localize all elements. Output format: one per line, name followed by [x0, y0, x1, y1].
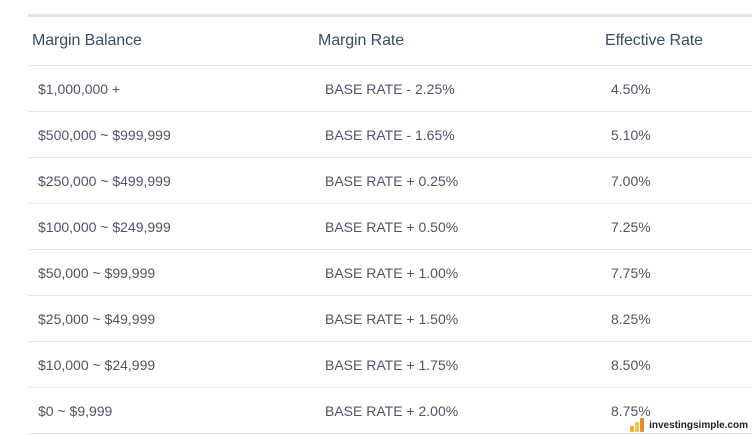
cell-margin-rate: BASE RATE - 2.25%: [325, 80, 455, 97]
cell-margin-balance: $500,000 ~ $999,999: [38, 126, 171, 143]
cell-margin-balance: $25,000 ~ $49,999: [38, 310, 156, 327]
table-row: $250,000 ~ $499,999 BASE RATE + 0.25% 7.…: [28, 158, 752, 204]
cell-effective-rate: 4.50%: [611, 80, 651, 97]
cell-effective-rate: 8.25%: [611, 310, 651, 327]
cell-margin-balance: $1,000,000 +: [38, 80, 121, 97]
cell-effective-rate: 8.50%: [611, 356, 651, 373]
table-row: $50,000 ~ $99,999 BASE RATE + 1.00% 7.75…: [28, 250, 752, 296]
cell-margin-rate: BASE RATE - 1.65%: [325, 126, 455, 143]
table-header-row: Margin Balance Margin Rate Effective Rat…: [28, 17, 752, 66]
cell-effective-rate: 7.25%: [611, 218, 651, 235]
header-margin-rate: Margin Rate: [318, 32, 405, 49]
cell-margin-balance: $250,000 ~ $499,999: [38, 172, 171, 189]
cell-margin-rate: BASE RATE + 1.75%: [325, 356, 459, 373]
cell-margin-rate: BASE RATE + 1.50%: [325, 310, 459, 327]
margin-rate-table: Margin Balance Margin Rate Effective Rat…: [28, 14, 752, 434]
table-row: $10,000 ~ $24,999 BASE RATE + 1.75% 8.50…: [28, 342, 752, 388]
watermark-text: investingsimple.com: [649, 419, 748, 431]
cell-effective-rate: 5.10%: [611, 126, 651, 143]
header-effective-rate: Effective Rate: [605, 32, 703, 49]
cell-margin-rate: BASE RATE + 1.00%: [325, 264, 459, 281]
cell-effective-rate: 7.00%: [611, 172, 651, 189]
table-row: $1,000,000 + BASE RATE - 2.25% 4.50%: [28, 66, 752, 112]
cell-margin-balance: $50,000 ~ $99,999: [38, 264, 156, 281]
cell-margin-balance: $100,000 ~ $249,999: [38, 218, 171, 235]
header-margin-balance: Margin Balance: [32, 32, 142, 49]
watermark: investingsimple.com: [630, 418, 748, 432]
cell-margin-rate: BASE RATE + 2.00%: [325, 402, 459, 419]
cell-margin-rate: BASE RATE + 0.25%: [325, 172, 459, 189]
cell-margin-rate: BASE RATE + 0.50%: [325, 218, 459, 235]
cell-margin-balance: $10,000 ~ $24,999: [38, 356, 156, 373]
table-row: $100,000 ~ $249,999 BASE RATE + 0.50% 7.…: [28, 204, 752, 250]
bar-logo-icon: [630, 418, 646, 432]
cell-effective-rate: 7.75%: [611, 264, 651, 281]
table-row: $500,000 ~ $999,999 BASE RATE - 1.65% 5.…: [28, 112, 752, 158]
table-row: $25,000 ~ $49,999 BASE RATE + 1.50% 8.25…: [28, 296, 752, 342]
table-row: $0 ~ $9,999 BASE RATE + 2.00% 8.75%: [28, 388, 752, 434]
cell-margin-balance: $0 ~ $9,999: [38, 402, 113, 419]
cell-effective-rate: 8.75%: [611, 402, 651, 419]
